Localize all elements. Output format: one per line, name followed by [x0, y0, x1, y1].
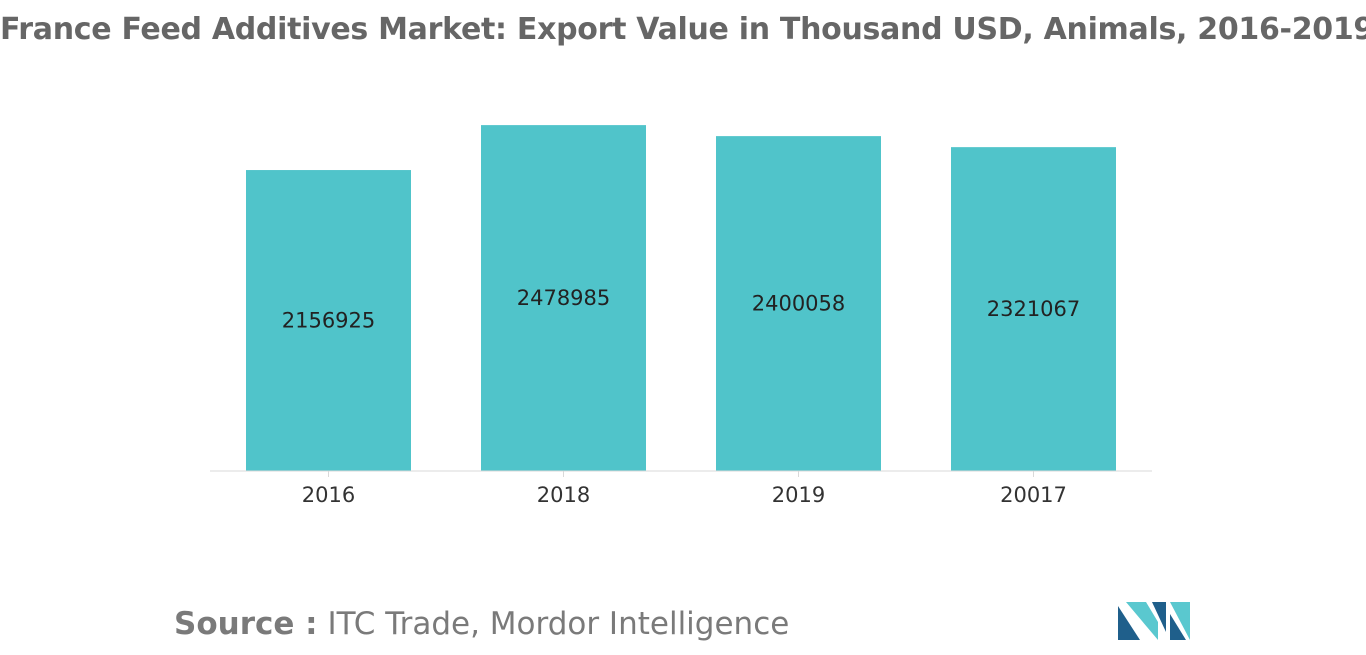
- bar-value-label: 2156925: [282, 309, 376, 333]
- bar-20017: [951, 147, 1116, 471]
- bar-value-label: 2400058: [752, 292, 846, 316]
- x-ticks-layer: [328, 471, 1034, 477]
- bar-2018: [481, 125, 646, 471]
- chart-title: France Feed Additives Market: Export Val…: [0, 12, 1366, 47]
- source-label: Source :: [174, 606, 318, 642]
- bar-value-label: 2478985: [517, 286, 611, 310]
- bars-layer: [246, 125, 1116, 471]
- x-tick-label: 2018: [537, 483, 590, 507]
- x-tick-label: 20017: [1000, 483, 1067, 507]
- source-text: ITC Trade, Mordor Intelligence: [327, 606, 790, 642]
- source-line: Source : ITC Trade, Mordor Intelligence: [174, 606, 789, 642]
- mordor-intelligence-logo-icon: [1118, 602, 1190, 640]
- bar-2019: [716, 136, 881, 471]
- labels-layer: 2156925 2016 2478985 2018 2400058 2019 2321067…: [282, 286, 1081, 507]
- x-tick-label: 2016: [302, 483, 355, 507]
- bar-value-label: 2321067: [987, 297, 1081, 321]
- bar-2016: [246, 170, 411, 471]
- x-tick-label: 2019: [772, 483, 825, 507]
